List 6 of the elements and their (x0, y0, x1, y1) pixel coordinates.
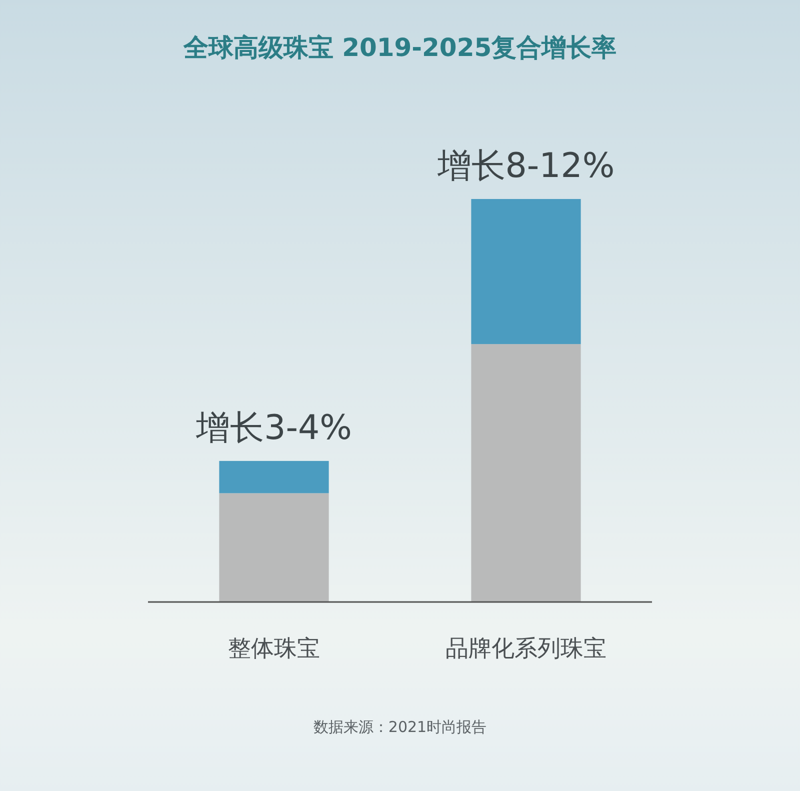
source-note: 数据来源：2021时尚报告 (313, 718, 487, 736)
total-label: 增长8-12% (436, 146, 615, 186)
total-label: 增长3-4% (195, 408, 352, 448)
x-tick-label: 整体珠宝 (228, 636, 320, 662)
chart-title: 全球高级珠宝 2019-2025复合增长率 (182, 33, 617, 62)
x-tick-label: 品牌化系列珠宝 (446, 636, 606, 662)
